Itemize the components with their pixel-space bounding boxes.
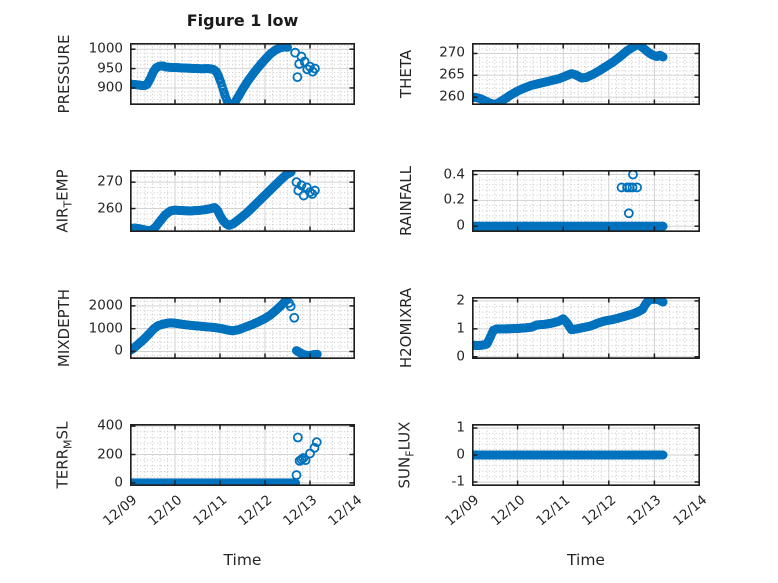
- subplot-pressure: PRESSURE 900 950 1000: [55, 35, 355, 113]
- y-axis-label-mixdepth: MIXDEPTH: [55, 288, 73, 368]
- x-tick-label: 12/09: [100, 492, 141, 530]
- plot-canvas-pressure: [130, 43, 355, 105]
- y-tick-label: 260: [439, 88, 465, 105]
- subplot-theta: THETA 260 265 270: [397, 43, 700, 105]
- x-axis-title-left: Time: [223, 551, 262, 569]
- y-tick-label: 400: [97, 417, 123, 434]
- figure-title: Figure 1 low: [186, 11, 299, 30]
- y-tick-label: 0.2: [443, 192, 465, 209]
- y-tick-label: 0: [114, 343, 123, 360]
- y-tick-label: 2: [456, 292, 465, 309]
- subplot-air-temp: AIRTEMP 260 270: [54, 169, 355, 233]
- y-tick-label: 1000: [88, 40, 123, 57]
- x-axis-title-right: Time: [567, 551, 605, 569]
- x-tick-label: 12/14: [670, 492, 711, 530]
- y-tick-label: 0: [456, 348, 465, 365]
- y-tick-label: 1000: [88, 320, 123, 337]
- x-tick-label: 12/09: [442, 492, 483, 530]
- subplot-rainfall: RAINFALL 0 0.2 0.4: [397, 166, 700, 236]
- y-tick-label: 270: [439, 45, 465, 62]
- plot-canvas-rainfall: [472, 170, 700, 232]
- plot-canvas-theta: [472, 43, 700, 105]
- y-tick-label: 0: [114, 474, 123, 491]
- y-tick-label: 0.4: [443, 166, 465, 183]
- y-axis-label-theta: THETA: [397, 49, 415, 99]
- y-tick-label: 1: [456, 320, 465, 337]
- subplot-sun-flux: SUNFLUX -1 0 1 12/09 12/10 12/11 12/12 12/13 12/1…: [396, 420, 711, 530]
- y-axis-label-terr_msl: TERRMSL: [53, 421, 75, 489]
- x-tick-label: 12/13: [624, 492, 665, 530]
- plot-canvas-air_temp: [130, 170, 355, 232]
- x-tick-label: 12/13: [280, 492, 321, 530]
- plot-canvas-terr_msl: [130, 424, 355, 486]
- y-axis-label-air_temp: AIRTEMP: [53, 169, 75, 233]
- x-tick-label: 12/11: [190, 492, 231, 530]
- subplot-mixdepth: MIXDEPTH 0 1000 2000: [55, 289, 355, 367]
- y-axis-label-rainfall: RAINFALL: [397, 166, 415, 236]
- x-tick-label: 12/11: [533, 492, 574, 530]
- y-tick-label: 0: [456, 446, 465, 463]
- x-tick-label: 12/12: [235, 492, 276, 530]
- x-tick-label: 12/14: [325, 492, 366, 530]
- plot-canvas-h2omixra: [472, 297, 700, 359]
- x-tick-label: 12/12: [578, 492, 620, 530]
- y-tick-label: 265: [439, 66, 465, 83]
- y-tick-label: 900: [97, 79, 123, 96]
- plot-canvas-mixdepth: [130, 297, 355, 359]
- y-tick-label: -1: [451, 473, 465, 490]
- y-tick-label: 0: [456, 217, 465, 234]
- subplot-terr-msl: TERRMSL 0 200 400 12/09 12/10 12/11 12/12 12/13 1…: [54, 418, 366, 529]
- y-tick-label: 950: [97, 60, 123, 77]
- y-tick-label: 1: [456, 419, 465, 436]
- y-tick-label: 270: [97, 173, 123, 190]
- x-tick-label: 12/10: [487, 492, 528, 530]
- y-axis-label-h2omixra: H2OMIXRA: [397, 287, 415, 369]
- y-tick-label: 2000: [88, 297, 123, 314]
- y-axis-label-pressure: PRESSURE: [55, 34, 73, 114]
- y-axis-label-sun_flux: SUNFLUX: [395, 421, 417, 489]
- plot-canvas-sun_flux: [472, 424, 700, 486]
- y-tick-label: 260: [97, 200, 123, 217]
- subplot-h2omixra: H2OMIXRA 0 1 2: [397, 288, 700, 368]
- x-tick-label: 12/10: [145, 492, 186, 530]
- y-tick-label: 200: [97, 446, 123, 463]
